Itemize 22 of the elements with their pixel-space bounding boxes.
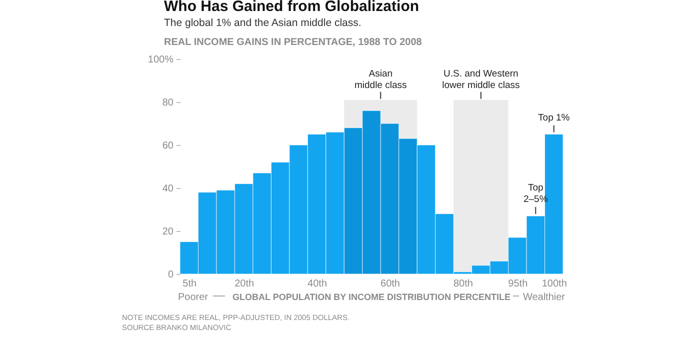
y-tick-label: 100% bbox=[148, 54, 174, 66]
x-tick-label: 20th bbox=[234, 278, 254, 290]
y-tick-label: 40 bbox=[162, 184, 174, 194]
y-tick-label: 0 bbox=[168, 270, 174, 280]
x-tick-label: 95th bbox=[508, 278, 528, 290]
x-tick-label: 5th bbox=[182, 278, 197, 290]
y-tick-label: 80 bbox=[162, 98, 174, 108]
x-axis-title: GLOBAL POPULATION BY INCOME DISTRIBUTION PERCENTILE bbox=[232, 292, 511, 302]
text: Poorer bbox=[178, 292, 209, 303]
y-axis-title: REAL INCOME GAINS IN PERCENTAGE, 1988 TO 2008 bbox=[164, 37, 422, 48]
y-tick-label: 20 bbox=[162, 226, 174, 238]
annotation: Top 1% bbox=[538, 112, 570, 124]
chart-title: Who Has Gained from Globalization bbox=[164, 0, 420, 15]
x-tick-label: 60th bbox=[380, 278, 400, 290]
y-tick-label: 60 bbox=[162, 140, 174, 152]
x-tick-label: 80th bbox=[453, 278, 473, 290]
text: Wealthier bbox=[522, 292, 566, 303]
x-tick-label: 100th bbox=[542, 278, 567, 290]
x-tick-label: 40th bbox=[308, 278, 328, 290]
annotation: U.S. and Western lower middle class bbox=[442, 68, 520, 91]
annotation: Asian middle class bbox=[354, 68, 407, 91]
chart-subtitle: The global 1% and the Asian middle class. bbox=[164, 17, 362, 29]
